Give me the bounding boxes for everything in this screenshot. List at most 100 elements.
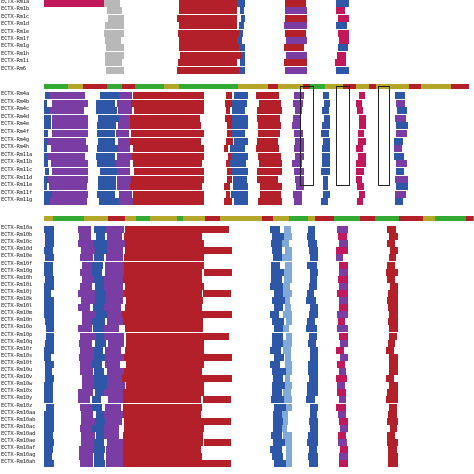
residue-block bbox=[124, 59, 179, 67]
residue-block bbox=[96, 332, 108, 340]
residue-block bbox=[44, 460, 54, 468]
residue-block bbox=[248, 183, 258, 191]
residue-block bbox=[54, 382, 80, 390]
residue-block bbox=[348, 346, 388, 354]
residue-block bbox=[232, 99, 247, 107]
residue-block bbox=[398, 368, 438, 375]
residue-block bbox=[283, 325, 289, 333]
residue-block bbox=[390, 424, 397, 432]
residue-block bbox=[116, 130, 129, 137]
residue-block bbox=[81, 410, 93, 418]
sequence-residues bbox=[44, 198, 469, 206]
residue-block bbox=[205, 353, 235, 361]
residue-block bbox=[94, 382, 107, 390]
residue-block bbox=[348, 460, 388, 468]
highlight-box bbox=[300, 86, 314, 186]
residue-block bbox=[336, 7, 345, 15]
conservation-segment bbox=[268, 84, 278, 89]
residue-block bbox=[54, 261, 80, 269]
residue-block bbox=[125, 226, 204, 233]
residue-block bbox=[94, 275, 104, 283]
residue-block bbox=[282, 254, 292, 262]
residue-block bbox=[98, 137, 115, 145]
residue-block bbox=[348, 410, 388, 418]
residue-block bbox=[123, 389, 205, 397]
residue-block bbox=[234, 137, 252, 145]
residue-block bbox=[318, 247, 338, 255]
residue-block bbox=[318, 360, 338, 368]
residue-block bbox=[241, 14, 245, 22]
residue-block bbox=[339, 268, 350, 276]
residue-block bbox=[54, 353, 80, 361]
residue-block bbox=[106, 226, 124, 233]
residue-block bbox=[389, 403, 397, 411]
residue-block bbox=[105, 261, 124, 269]
residue-block bbox=[203, 375, 232, 383]
residue-block bbox=[78, 226, 91, 233]
residue-block bbox=[119, 114, 132, 122]
residue-block bbox=[292, 403, 308, 411]
residue-block bbox=[307, 59, 337, 67]
conservation-segment bbox=[122, 84, 135, 89]
residue-block bbox=[270, 282, 283, 290]
residue-block bbox=[123, 446, 201, 454]
sequence-residues bbox=[44, 289, 474, 297]
residue-block bbox=[398, 360, 438, 368]
residue-block bbox=[330, 175, 358, 183]
residue-block bbox=[44, 22, 106, 30]
residue-block bbox=[338, 233, 347, 241]
residue-block bbox=[204, 453, 232, 461]
residue-block bbox=[348, 424, 388, 432]
residue-block bbox=[294, 168, 305, 175]
residue-block bbox=[309, 460, 321, 468]
residue-block bbox=[398, 268, 438, 276]
residue-block bbox=[356, 160, 366, 168]
residue-block bbox=[134, 107, 204, 115]
residue-block bbox=[224, 198, 232, 206]
residue-block bbox=[105, 360, 120, 368]
residue-block bbox=[82, 375, 94, 383]
residue-block bbox=[348, 332, 388, 340]
sequence-label: ECTX-Rm4a bbox=[1, 91, 30, 97]
conservation-segment bbox=[250, 84, 256, 89]
conservation-segment bbox=[262, 216, 273, 221]
residue-block bbox=[94, 453, 104, 461]
conservation-segment bbox=[451, 84, 468, 89]
residue-block bbox=[44, 190, 52, 198]
residue-block bbox=[348, 368, 388, 375]
residue-block bbox=[292, 446, 308, 454]
sequence-residues bbox=[44, 233, 474, 241]
alignment-row: ECTX-Rm11d bbox=[0, 175, 474, 183]
residue-block bbox=[204, 240, 232, 248]
alignment-row: ECTX-Rm1g bbox=[0, 43, 474, 52]
residue-block bbox=[204, 439, 231, 446]
residue-block bbox=[132, 152, 204, 160]
conservation-segment bbox=[188, 84, 205, 89]
residue-block bbox=[348, 311, 388, 319]
residue-block bbox=[82, 311, 96, 319]
sequence-residues bbox=[44, 325, 474, 333]
conservation-segment bbox=[101, 216, 108, 221]
residue-block bbox=[104, 332, 124, 340]
residue-block bbox=[204, 145, 226, 153]
residue-block bbox=[318, 410, 338, 418]
residue-block bbox=[124, 29, 179, 37]
residue-block bbox=[45, 254, 55, 262]
residue-block bbox=[272, 389, 282, 397]
residue-block bbox=[232, 339, 272, 347]
residue-block bbox=[398, 396, 438, 404]
residue-block bbox=[88, 130, 98, 137]
residue-block bbox=[366, 168, 396, 175]
residue-block bbox=[125, 304, 202, 312]
residue-block bbox=[105, 403, 121, 411]
residue-block bbox=[203, 311, 233, 319]
residue-block bbox=[106, 453, 123, 461]
residue-block bbox=[44, 130, 48, 137]
residue-block bbox=[232, 424, 272, 432]
residue-block bbox=[306, 297, 316, 304]
residue-block bbox=[366, 183, 396, 191]
sequence-label: ECTX-Rm10r bbox=[1, 345, 33, 352]
residue-block bbox=[318, 453, 338, 461]
residue-block bbox=[45, 240, 56, 248]
residue-block bbox=[44, 175, 48, 183]
